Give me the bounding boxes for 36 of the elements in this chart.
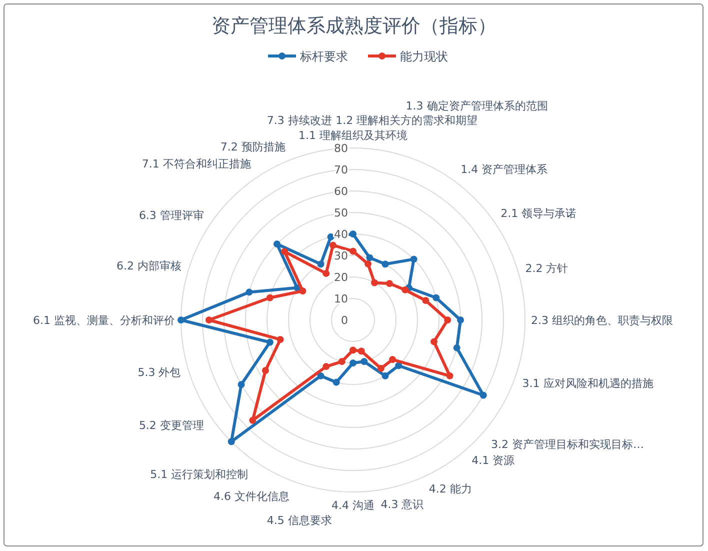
spoke-label: 7.3 持续改进 [266,114,332,127]
spoke-label: 6.3 管理评审 [138,209,204,222]
y-tick-label: 20 [334,271,348,284]
spoke-label: 1.3 确定资产管理体系的范围 [406,100,548,113]
spoke-label: 5.3 外包 [138,366,181,379]
y-tick-label: 60 [334,185,348,198]
y-tick-label: 0 [341,314,348,327]
spoke-label: 5.2 变更管理 [138,418,204,432]
y-tick-label: 50 [334,206,348,220]
spoke-label: 6.2 内部审核 [116,259,182,272]
spoke-label: 4.6 文件化信息 [213,490,290,503]
spoke-label: 4.5 信息要求 [266,514,332,528]
legend-label: 能力现状 [400,50,448,64]
spoke-label: 1.2 理解相关方的需求和期望 [336,114,478,127]
spoke-label: 3.1 应对风险和机遇的措施 [522,376,654,390]
chart-title: 资产管理体系成熟度评价（指标） [212,15,496,37]
y-tick-label: 10 [334,292,348,306]
spoke-label: 6.1 监视、测量、分析和评价 [33,314,175,327]
spoke-label: 2.3 组织的角色、职责与权限 [531,314,673,327]
legend-label: 标杆要求 [299,50,348,64]
spoke-label: 7.2 预防措施 [220,140,286,154]
spoke-label: 4.4 沟通 [332,499,374,512]
spoke-label: 3.2 资产管理目标和实现目标… [491,438,644,451]
y-tick-label: 80 [334,142,348,155]
spoke-label: 4.1 资源 [472,454,515,468]
spoke-label: 1.4 资产管理体系 [460,162,548,176]
spoke-label: 4.2 能力 [428,482,472,496]
spoke-label: 7.1 不符合和纠正措施 [142,157,251,170]
spoke-label: 4.3 意识 [380,498,424,511]
y-tick-label: 40 [334,228,348,241]
spoke-label: 2.1 领导与承诺 [500,206,577,220]
spoke-label: 1.1 理解组织及其环境 [298,129,408,142]
y-tick-label: 30 [334,250,348,262]
y-tick-label: 70 [334,164,348,176]
spoke-label: 2.2 方针 [525,262,568,276]
spoke-label: 5.1 运行策划和控制 [150,468,248,481]
